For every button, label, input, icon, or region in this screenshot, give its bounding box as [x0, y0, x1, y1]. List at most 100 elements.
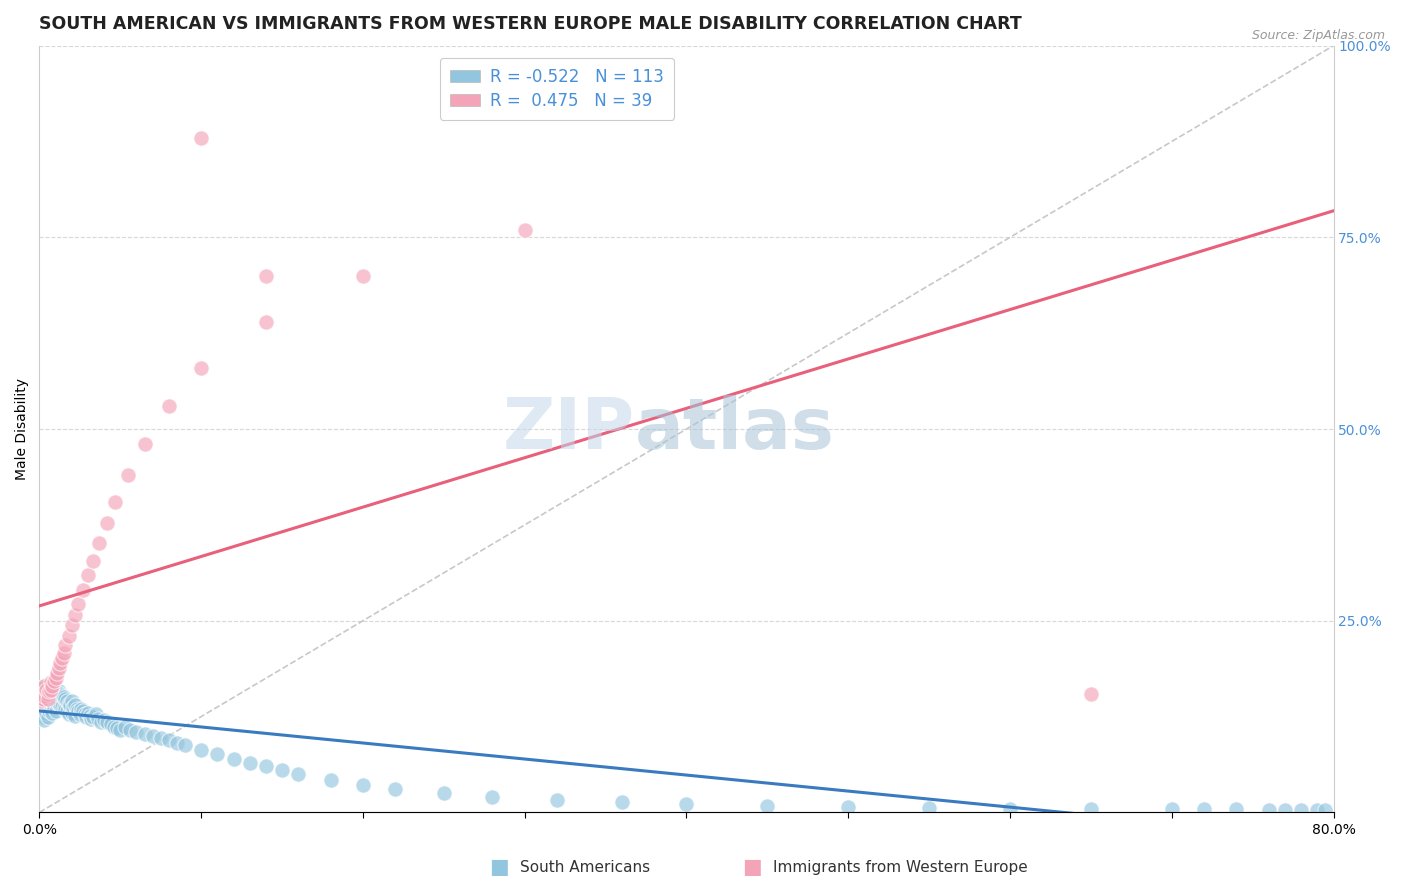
Point [60, 617, 83, 632]
Point [56, 694, 79, 708]
Point [513, 223, 536, 237]
Point [58, 697, 80, 711]
Text: ZIP: ZIP [502, 394, 634, 464]
Point [46, 687, 69, 701]
Point [1306, 803, 1329, 817]
Point [46, 696, 69, 710]
Point [56, 704, 79, 718]
Point [166, 736, 188, 750]
Point [37, 692, 59, 706]
Text: South Americans: South Americans [520, 860, 651, 874]
Point [38, 684, 60, 698]
Point [756, 798, 779, 813]
Point [222, 752, 245, 766]
Point [610, 796, 633, 810]
Point [41, 696, 63, 710]
Point [67, 597, 90, 611]
Point [100, 717, 122, 731]
Point [82, 554, 104, 568]
Point [52, 701, 75, 715]
Point [134, 727, 156, 741]
Point [38, 687, 60, 701]
Text: ■: ■ [489, 857, 509, 877]
Point [38, 704, 60, 718]
Point [125, 725, 148, 739]
Point [35, 687, 58, 701]
Point [80, 712, 103, 726]
Point [45, 684, 67, 698]
Point [39, 682, 62, 697]
Point [352, 778, 374, 792]
Text: Immigrants from Western Europe: Immigrants from Western Europe [773, 860, 1028, 874]
Point [39, 684, 62, 698]
Point [59, 698, 82, 712]
Point [190, 742, 212, 756]
Point [48, 661, 70, 675]
Point [1225, 802, 1247, 816]
Point [31, 709, 53, 723]
Point [53, 638, 76, 652]
Point [89, 535, 111, 549]
Point [84, 707, 107, 722]
Point [254, 759, 277, 773]
Point [1192, 802, 1215, 816]
Point [546, 793, 568, 807]
Point [1274, 803, 1296, 817]
Point [41, 679, 63, 693]
Point [149, 731, 172, 745]
Point [174, 738, 197, 752]
Point [58, 629, 80, 643]
Point [30, 687, 52, 701]
Point [42, 673, 65, 688]
Point [82, 709, 104, 723]
Text: Source: ZipAtlas.com: Source: ZipAtlas.com [1251, 29, 1385, 42]
Point [1289, 803, 1312, 817]
Point [70, 702, 93, 716]
Point [45, 704, 67, 718]
Point [998, 802, 1021, 816]
Point [52, 646, 75, 660]
Point [157, 733, 180, 747]
Y-axis label: Male Disability: Male Disability [15, 378, 30, 480]
Point [31, 694, 53, 708]
Point [77, 567, 100, 582]
Point [481, 790, 503, 805]
Point [35, 706, 58, 720]
Point [190, 360, 212, 375]
Point [837, 800, 859, 814]
Point [37, 687, 59, 701]
Point [42, 692, 65, 706]
Point [918, 801, 941, 815]
Point [53, 692, 76, 706]
Point [352, 268, 374, 283]
Point [35, 697, 58, 711]
Point [319, 773, 342, 788]
Point [103, 720, 125, 734]
Point [51, 650, 73, 665]
Point [32, 714, 55, 728]
Point [110, 723, 132, 737]
Point [157, 399, 180, 413]
Point [104, 495, 127, 509]
Point [1257, 803, 1279, 817]
Point [53, 703, 76, 717]
Point [190, 130, 212, 145]
Point [1080, 687, 1102, 701]
Point [37, 682, 59, 697]
Point [142, 729, 165, 743]
Point [51, 689, 73, 703]
Point [45, 693, 67, 707]
Point [67, 704, 90, 718]
Point [65, 702, 87, 716]
Point [32, 698, 55, 712]
Point [39, 675, 62, 690]
Point [63, 698, 86, 712]
Point [30, 694, 52, 708]
Point [60, 694, 83, 708]
Point [239, 756, 262, 770]
Point [118, 723, 141, 737]
Point [63, 607, 86, 622]
Point [1315, 803, 1337, 817]
Point [31, 681, 53, 696]
Point [69, 707, 91, 722]
